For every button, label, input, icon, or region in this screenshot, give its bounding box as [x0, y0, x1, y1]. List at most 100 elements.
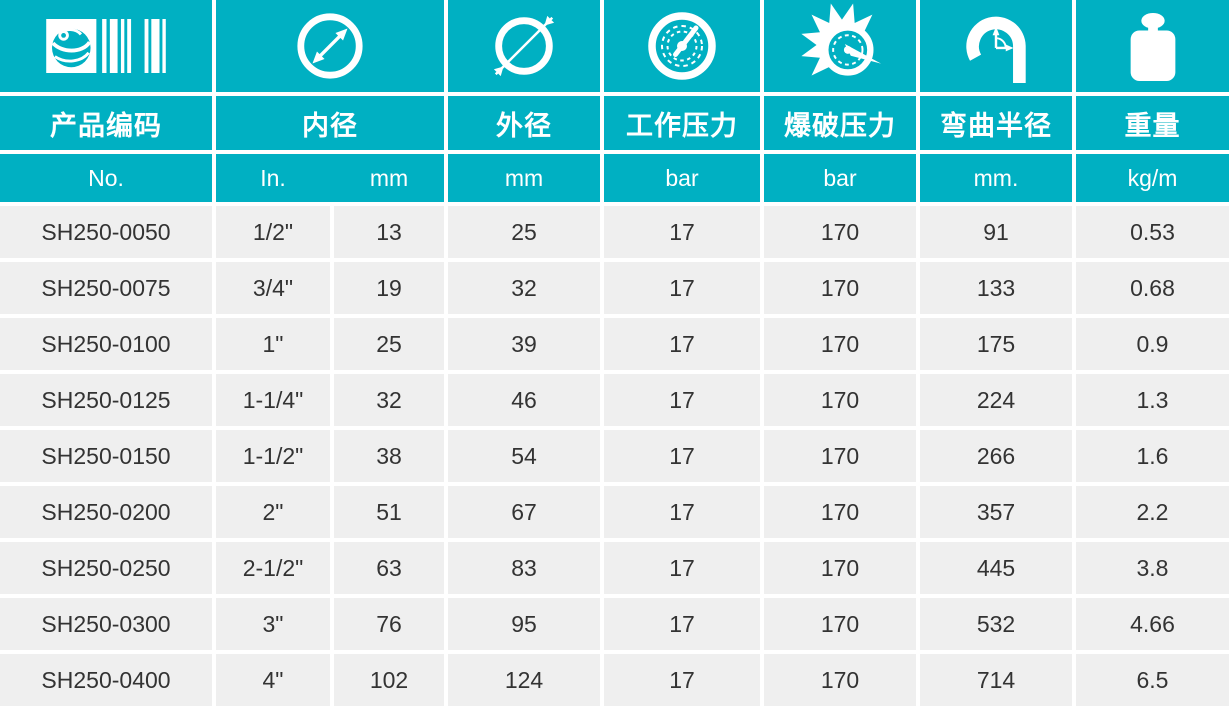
- row-2-id-in: 1": [216, 318, 330, 370]
- row-7-od-mm: 95: [448, 598, 600, 650]
- row-4-bend-radius: 266: [920, 430, 1072, 482]
- icon-cell-product-code: [0, 0, 212, 92]
- row-6-product-code: SH250-0250: [0, 542, 212, 594]
- row-6-id-mm: 63: [334, 542, 444, 594]
- icon-cell-burst-pressure: [764, 0, 916, 92]
- row-7-product-code: SH250-0300: [0, 598, 212, 650]
- row-6-od-mm: 83: [448, 542, 600, 594]
- burst-pressure-icon: [801, 3, 882, 76]
- row-4-id-mm: 38: [334, 430, 444, 482]
- row-2-bend-radius: 175: [920, 318, 1072, 370]
- row-4-od-mm: 54: [448, 430, 600, 482]
- row-1-product-code: SH250-0075: [0, 262, 212, 314]
- row-2-working-pressure: 17: [604, 318, 760, 370]
- row-5-bend-radius: 357: [920, 486, 1072, 538]
- row-6-id-in: 2-1/2": [216, 542, 330, 594]
- row-5-working-pressure: 17: [604, 486, 760, 538]
- row-6-working-pressure: 17: [604, 542, 760, 594]
- row-1-burst-pressure: 170: [764, 262, 916, 314]
- row-2-od-mm: 39: [448, 318, 600, 370]
- unit-outer-diameter: mm: [448, 154, 600, 202]
- unit-inner-diameter-in: In.: [260, 164, 286, 191]
- row-5-id-in: 2": [216, 486, 330, 538]
- row-1-weight: 0.68: [1076, 262, 1229, 314]
- row-0-bend-radius: 91: [920, 206, 1072, 258]
- row-0-od-mm: 25: [448, 206, 600, 258]
- row-5-weight: 2.2: [1076, 486, 1229, 538]
- header-bend-radius: 弯曲半径: [920, 96, 1072, 150]
- unit-working-pressure: bar: [604, 154, 760, 202]
- row-8-od-mm: 124: [448, 654, 600, 706]
- row-6-bend-radius: 445: [920, 542, 1072, 594]
- row-5-od-mm: 67: [448, 486, 600, 538]
- row-3-od-mm: 46: [448, 374, 600, 426]
- row-7-working-pressure: 17: [604, 598, 760, 650]
- row-4-id-in: 1-1/2": [216, 430, 330, 482]
- unit-bend-radius: mm.: [920, 154, 1072, 202]
- row-7-id-mm: 76: [334, 598, 444, 650]
- unit-burst-pressure: bar: [764, 154, 916, 202]
- header-inner-diameter: 内径: [216, 96, 444, 150]
- header-product-code: 产品编码: [0, 96, 212, 150]
- row-3-bend-radius: 224: [920, 374, 1072, 426]
- row-5-product-code: SH250-0200: [0, 486, 212, 538]
- row-8-id-in: 4": [216, 654, 330, 706]
- row-3-burst-pressure: 170: [764, 374, 916, 426]
- row-6-burst-pressure: 170: [764, 542, 916, 594]
- row-5-id-mm: 51: [334, 486, 444, 538]
- row-8-working-pressure: 17: [604, 654, 760, 706]
- row-8-bend-radius: 714: [920, 654, 1072, 706]
- logo-barcode-icon: [46, 19, 166, 73]
- inner-diameter-icon: [297, 13, 363, 79]
- row-8-product-code: SH250-0400: [0, 654, 212, 706]
- row-2-weight: 0.9: [1076, 318, 1229, 370]
- unit-inner-diameter: In. mm: [216, 154, 444, 202]
- icon-cell-working-pressure: [604, 0, 760, 92]
- row-5-burst-pressure: 170: [764, 486, 916, 538]
- row-1-id-mm: 19: [334, 262, 444, 314]
- row-0-burst-pressure: 170: [764, 206, 916, 258]
- row-2-burst-pressure: 170: [764, 318, 916, 370]
- row-0-working-pressure: 17: [604, 206, 760, 258]
- unit-inner-diameter-mm: mm: [369, 164, 409, 191]
- row-4-working-pressure: 17: [604, 430, 760, 482]
- icon-cell-inner-diameter: [216, 0, 444, 92]
- icon-cell-outer-diameter: [448, 0, 600, 92]
- icon-cell-bend-radius: [920, 0, 1072, 92]
- row-3-id-mm: 32: [334, 374, 444, 426]
- working-pressure-icon: [648, 12, 716, 80]
- row-3-working-pressure: 17: [604, 374, 760, 426]
- header-outer-diameter: 外径: [448, 96, 600, 150]
- row-7-id-in: 3": [216, 598, 330, 650]
- row-7-weight: 4.66: [1076, 598, 1229, 650]
- row-4-weight: 1.6: [1076, 430, 1229, 482]
- unit-product-code: No.: [0, 154, 212, 202]
- header-weight: 重量: [1076, 96, 1229, 150]
- icon-cell-weight: [1076, 0, 1229, 92]
- row-0-id-in: 1/2": [216, 206, 330, 258]
- row-6-weight: 3.8: [1076, 542, 1229, 594]
- row-0-product-code: SH250-0050: [0, 206, 212, 258]
- row-1-bend-radius: 133: [920, 262, 1072, 314]
- row-4-burst-pressure: 170: [764, 430, 916, 482]
- row-3-weight: 1.3: [1076, 374, 1229, 426]
- row-0-weight: 0.53: [1076, 206, 1229, 258]
- row-8-id-mm: 102: [334, 654, 444, 706]
- unit-weight: kg/m: [1076, 154, 1229, 202]
- row-7-burst-pressure: 170: [764, 598, 916, 650]
- weight-icon: [1130, 12, 1175, 81]
- header-working-pressure: 工作压力: [604, 96, 760, 150]
- bend-radius-icon: [966, 16, 1026, 83]
- row-3-id-in: 1-1/4": [216, 374, 330, 426]
- header-burst-pressure: 爆破压力: [764, 96, 916, 150]
- row-3-product-code: SH250-0125: [0, 374, 212, 426]
- row-8-burst-pressure: 170: [764, 654, 916, 706]
- row-2-product-code: SH250-0100: [0, 318, 212, 370]
- row-7-bend-radius: 532: [920, 598, 1072, 650]
- row-0-id-mm: 13: [334, 206, 444, 258]
- row-1-id-in: 3/4": [216, 262, 330, 314]
- row-2-id-mm: 25: [334, 318, 444, 370]
- outer-diameter-icon: [493, 15, 555, 77]
- row-4-product-code: SH250-0150: [0, 430, 212, 482]
